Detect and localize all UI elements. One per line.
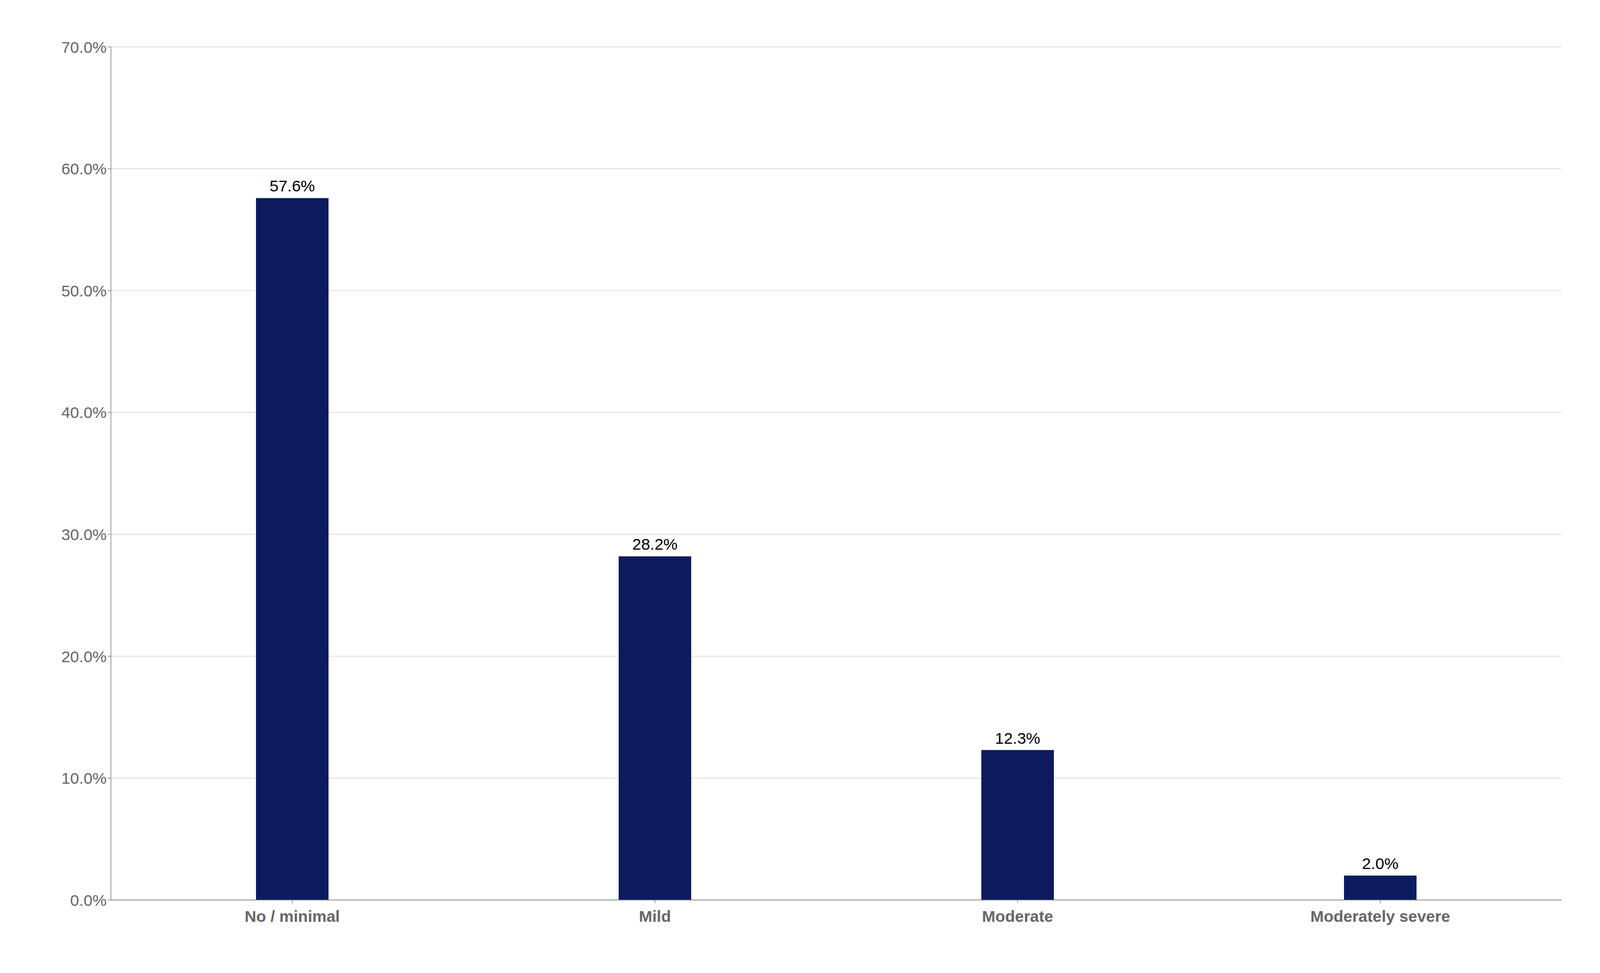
- svg-text:10.0%: 10.0%: [61, 769, 107, 788]
- svg-text:40.0%: 40.0%: [61, 403, 107, 422]
- svg-text:Moderate: Moderate: [981, 907, 1053, 926]
- svg-text:70.0%: 70.0%: [61, 38, 107, 56]
- svg-text:0.0%: 0.0%: [70, 891, 107, 910]
- svg-text:60.0%: 60.0%: [61, 160, 107, 178]
- svg-text:Mild: Mild: [638, 907, 671, 926]
- svg-text:20.0%: 20.0%: [61, 648, 107, 666]
- svg-text:12.3%: 12.3%: [994, 729, 1040, 748]
- svg-text:30.0%: 30.0%: [61, 525, 107, 544]
- svg-text:2.0%: 2.0%: [1362, 854, 1399, 873]
- svg-text:57.6%: 57.6%: [269, 177, 315, 195]
- svg-text:28.2%: 28.2%: [632, 535, 678, 554]
- svg-text:50.0%: 50.0%: [61, 282, 107, 300]
- svg-text:No / minimal: No / minimal: [244, 907, 340, 926]
- svg-text:Moderately severe: Moderately severe: [1310, 907, 1451, 926]
